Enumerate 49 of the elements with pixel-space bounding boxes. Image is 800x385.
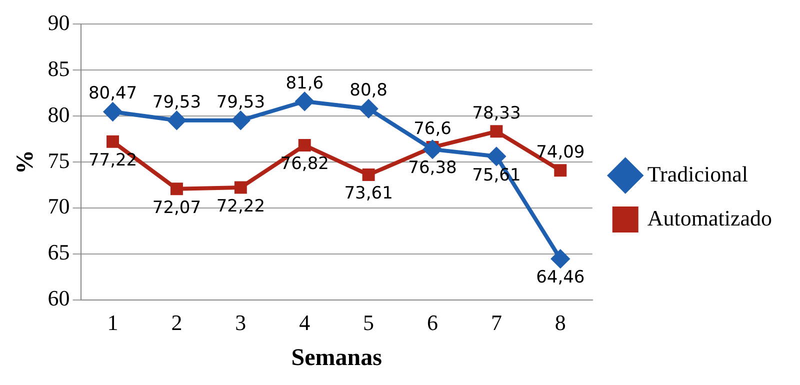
data-label: 77,22 (88, 150, 138, 171)
data-label: 80,8 (350, 80, 388, 101)
point (362, 168, 375, 182)
data-label: 76,38 (408, 158, 457, 178)
data-label: 73,61 (344, 184, 393, 204)
point (298, 139, 311, 152)
y-tick-label: 65 (48, 240, 70, 265)
point (104, 102, 122, 121)
point (170, 182, 183, 196)
x-tick-label: 7 (490, 310, 502, 335)
point (424, 140, 442, 158)
y-tick-label: 90 (48, 10, 70, 35)
x-tick-label: 6 (427, 310, 438, 335)
data-label: 74,09 (536, 142, 585, 162)
y-tick-label: 70 (48, 194, 70, 219)
x-tick-label: 3 (235, 310, 246, 335)
y-tick-label: 80 (48, 102, 70, 127)
x-tick-label: 2 (171, 310, 182, 335)
data-label: 64,46 (536, 268, 585, 288)
point (234, 181, 247, 194)
data-label: 72,07 (152, 198, 202, 218)
x-tick-label: 5 (363, 310, 374, 335)
data-label: 72,22 (216, 196, 265, 216)
point (490, 125, 503, 138)
x-tick-label: 8 (554, 310, 566, 335)
y-axis-title: % (12, 150, 39, 174)
point (487, 147, 506, 166)
y-tick-label: 85 (48, 56, 70, 81)
point (551, 250, 570, 268)
x-tick-label: 4 (299, 310, 310, 335)
y-tick-label: 75 (48, 148, 70, 173)
data-label: 80,47 (88, 84, 138, 104)
data-label: 79,53 (152, 92, 202, 112)
data-label: 76,6 (414, 119, 452, 140)
x-tick-label: 1 (107, 310, 118, 335)
y-tick-label: 60 (48, 286, 70, 311)
data-label: 78,33 (472, 103, 521, 124)
point (106, 135, 120, 148)
data-label: 81,6 (286, 73, 324, 94)
point (168, 111, 186, 130)
data-label: 79,53 (216, 92, 265, 112)
point (554, 164, 567, 177)
legend-label: Tradicional (647, 161, 748, 186)
point (232, 111, 250, 130)
point (360, 100, 378, 118)
point (296, 92, 314, 110)
data-label: 76,82 (280, 154, 329, 174)
legend-label: Automatizado (647, 205, 772, 230)
x-axis-title: Semanas (291, 344, 382, 371)
